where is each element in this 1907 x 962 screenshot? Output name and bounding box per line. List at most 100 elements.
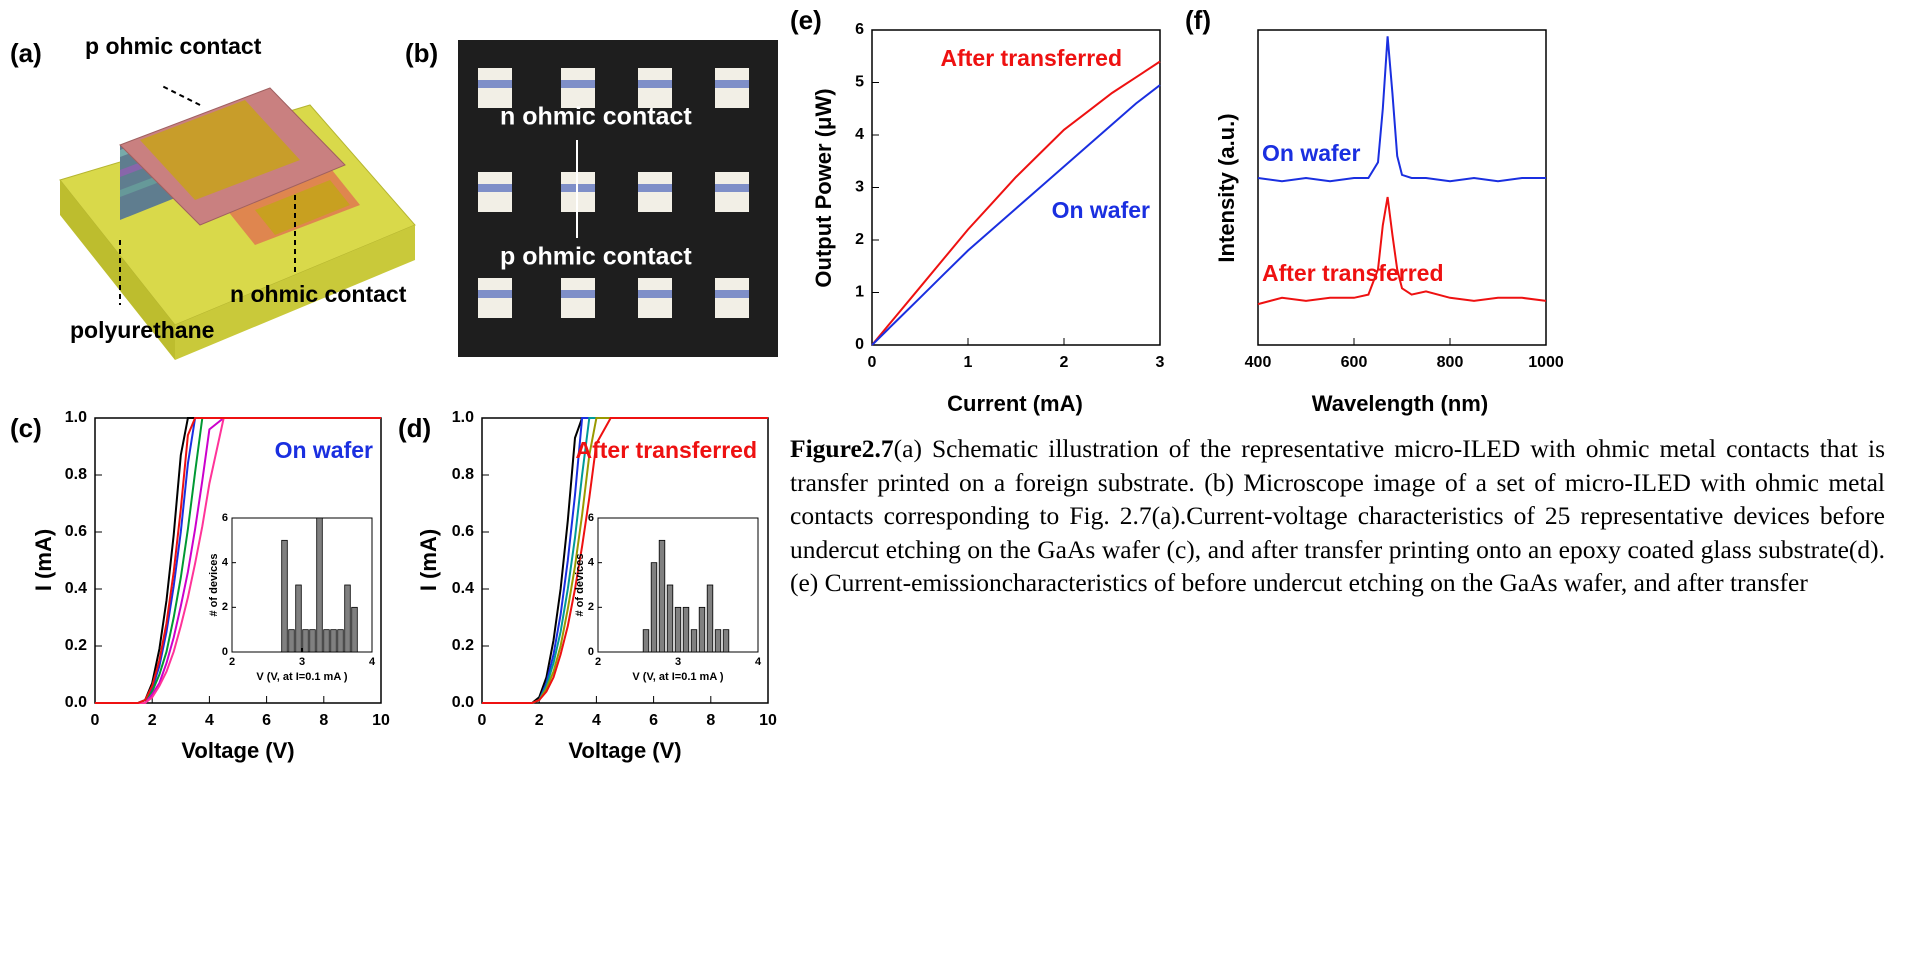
x-tick-label: 0 xyxy=(91,712,100,729)
annotation: On wafer xyxy=(275,437,373,463)
caption-label: Figure2.7 xyxy=(790,434,894,463)
x-axis-label: Wavelength (nm) xyxy=(1312,391,1488,416)
data-line xyxy=(482,417,768,704)
y-tick-label: 3 xyxy=(855,179,864,196)
substrate-front xyxy=(175,225,415,360)
y-tick-label: 0.6 xyxy=(452,523,474,540)
y-tick-label: 1.0 xyxy=(65,409,87,426)
bar xyxy=(302,629,309,653)
y-tick-label: 0.4 xyxy=(65,580,87,597)
panel-label: (a) xyxy=(10,38,42,68)
plot-frame xyxy=(871,29,1161,346)
annotation: n ohmic contact xyxy=(500,103,692,131)
x-tick-label: 10 xyxy=(759,712,777,729)
caption-text: (a) Schematic illustration of the repres… xyxy=(790,434,1885,598)
y-tick-label: 0.8 xyxy=(65,466,87,483)
x-tick-label: 2 xyxy=(148,712,157,729)
y-tick-label: 4 xyxy=(855,126,864,143)
pad-stripe xyxy=(478,184,512,192)
x-tick-label: 6 xyxy=(262,712,271,729)
y-tick-label: 2 xyxy=(222,601,228,613)
x-axis-label: Voltage (V) xyxy=(568,738,681,763)
y-tick-label: 1 xyxy=(855,284,864,301)
x-axis-label: Voltage (V) xyxy=(181,738,294,763)
x-tick-label: 8 xyxy=(706,712,715,729)
panel-label: (c) xyxy=(10,413,42,443)
data-line xyxy=(871,60,1161,346)
x-tick-label: 8 xyxy=(319,712,328,729)
y-tick-label: 0.0 xyxy=(65,694,87,711)
pad-stripe xyxy=(715,184,749,192)
x-tick-label: 0 xyxy=(868,354,877,371)
bar xyxy=(337,629,344,653)
y-axis-label: I (mA) xyxy=(31,529,56,591)
x-tick-label: 2 xyxy=(229,656,235,668)
y-tick-label: 0 xyxy=(222,646,228,658)
substrate-side xyxy=(60,180,175,360)
pad-stripe xyxy=(638,290,672,298)
x-tick-label: 4 xyxy=(369,656,376,668)
x-axis-label: Current (mA) xyxy=(947,391,1083,416)
panel-label: (b) xyxy=(405,38,438,68)
bar xyxy=(698,606,706,653)
x-tick-label: 2 xyxy=(535,712,544,729)
plot-frame xyxy=(231,517,373,653)
x-tick-label: 1000 xyxy=(1528,354,1564,371)
pad-stripe xyxy=(715,290,749,298)
annotation: p ohmic contact xyxy=(500,243,692,271)
annotation: p ohmic contact xyxy=(85,33,262,59)
y-tick-label: 6 xyxy=(855,21,864,38)
data-line xyxy=(95,417,381,704)
x-tick-label: 800 xyxy=(1437,354,1464,371)
x-tick-label: 10 xyxy=(372,712,390,729)
pad-stripe xyxy=(638,184,672,192)
bar xyxy=(351,606,358,653)
y-tick-label: 0 xyxy=(855,336,864,353)
panel-label: (f) xyxy=(1185,5,1211,35)
bar xyxy=(674,606,682,653)
y-tick-label: 0.2 xyxy=(452,637,474,654)
inset-x-label: V (V, at I=0.1 mA ) xyxy=(632,671,724,683)
y-tick-label: 4 xyxy=(222,557,229,569)
y-tick-label: 6 xyxy=(222,512,228,524)
bar xyxy=(690,629,698,653)
annotation: After transferred xyxy=(1262,260,1444,286)
bar xyxy=(309,629,316,653)
inset-x-label: V (V, at I=0.1 mA ) xyxy=(256,671,348,683)
n-pad xyxy=(255,180,350,235)
y-tick-label: 0.4 xyxy=(452,580,474,597)
y-tick-label: 2 xyxy=(588,601,594,613)
bar xyxy=(642,629,650,653)
p-pad xyxy=(140,100,300,200)
bar xyxy=(706,584,714,653)
bar xyxy=(658,539,666,653)
x-tick-label: 4 xyxy=(592,712,601,729)
x-tick-label: 4 xyxy=(755,656,762,668)
inset-y-label: # of devices xyxy=(208,554,220,617)
data-line xyxy=(1257,36,1546,183)
panel-label: (d) xyxy=(398,413,431,443)
annotation: On wafer xyxy=(1052,197,1150,223)
arrow xyxy=(159,84,201,106)
y-tick-label: 6 xyxy=(588,512,594,524)
x-tick-label: 6 xyxy=(649,712,658,729)
pad-stripe xyxy=(561,80,595,88)
y-axis-label: Output Power (μW) xyxy=(811,88,836,287)
x-tick-label: 400 xyxy=(1245,354,1272,371)
microscope-image: (b) n ohmic contact p ohmic contact xyxy=(405,38,778,357)
annotation: After transferred xyxy=(941,45,1123,71)
x-tick-label: 3 xyxy=(299,656,305,668)
y-tick-label: 1.0 xyxy=(452,409,474,426)
x-tick-label: 3 xyxy=(1156,354,1165,371)
x-tick-label: 3 xyxy=(675,656,681,668)
pad-stripe xyxy=(561,290,595,298)
panel-label: (e) xyxy=(790,5,822,35)
caption: Figure2.7(a) Schematic illustration of t… xyxy=(790,432,1885,962)
bar xyxy=(323,629,330,653)
y-tick-label: 0.8 xyxy=(452,466,474,483)
bar xyxy=(316,517,323,653)
schematic: (a) p ohmic contact n ohmic contact poly… xyxy=(10,33,416,360)
y-tick-label: 0.6 xyxy=(65,523,87,540)
